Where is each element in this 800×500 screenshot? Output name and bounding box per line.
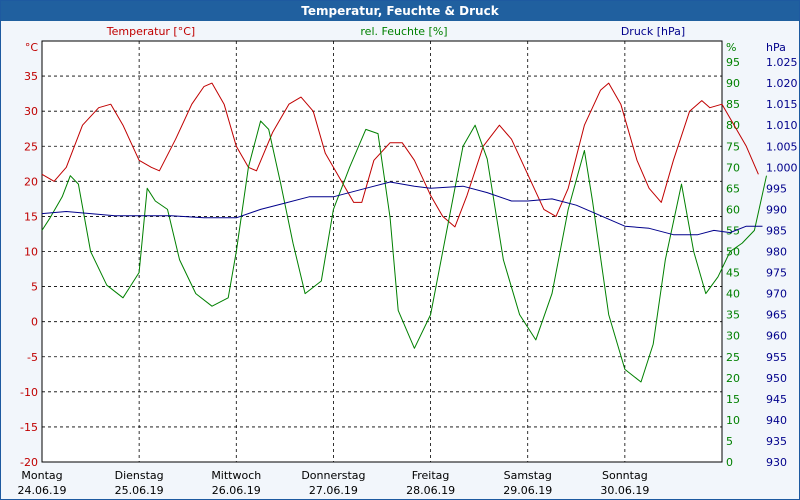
day-weekday-label: Mittwoch xyxy=(211,469,261,482)
day-weekday-label: Samstag xyxy=(504,469,552,482)
pressure-tick-label: 1.010 xyxy=(766,119,798,132)
humidity-axis-title: rel. Feuchte [%] xyxy=(360,25,447,38)
day-date-label: 27.06.19 xyxy=(309,484,358,497)
humidity-tick-label: 5 xyxy=(726,435,733,448)
pressure-tick-label: 955 xyxy=(766,351,787,364)
pressure-tick-label: 945 xyxy=(766,393,787,406)
day-date-label: 24.06.19 xyxy=(18,484,67,497)
humidity-tick-label: 70 xyxy=(726,161,740,174)
day-weekday-label: Montag xyxy=(21,469,62,482)
pressure-tick-label: 950 xyxy=(766,372,787,385)
day-date-label: 26.06.19 xyxy=(212,484,261,497)
pressure-tick-label: 985 xyxy=(766,224,787,237)
left-tick-label: -20 xyxy=(20,456,38,469)
pressure-tick-label: 970 xyxy=(766,288,787,301)
day-weekday-label: Donnerstag xyxy=(301,469,365,482)
pressure-axis-title: Druck [hPa] xyxy=(621,25,685,38)
left-tick-label: 20 xyxy=(24,175,38,188)
pressure-tick-label: 1.015 xyxy=(766,98,798,111)
pressure-tick-label: 930 xyxy=(766,456,787,469)
series-lines xyxy=(41,82,767,383)
temperature-axis-title: Temperatur [°C] xyxy=(106,25,195,38)
day-weekday-label: Sonntag xyxy=(602,469,648,482)
day-date-label: 25.06.19 xyxy=(115,484,164,497)
humidity-tick-label: 60 xyxy=(726,203,740,216)
left-tick-label: 25 xyxy=(24,140,38,153)
day-date-label: 30.06.19 xyxy=(600,484,649,497)
pressure-tick-label: 980 xyxy=(766,246,787,259)
day-weekday-label: Dienstag xyxy=(115,469,164,482)
pressure-tick-label: 990 xyxy=(766,203,787,216)
pressure-tick-label: 935 xyxy=(766,435,787,448)
left-tick-label: 0 xyxy=(31,316,38,329)
pressure-tick-label: 1.005 xyxy=(766,140,798,153)
day-date-label: 28.06.19 xyxy=(406,484,455,497)
left-tick-label: -10 xyxy=(20,386,38,399)
left-tick-label: -15 xyxy=(20,421,38,434)
humidity-tick-label: 75 xyxy=(726,140,740,153)
left-tick-label: 30 xyxy=(24,105,38,118)
humidity-tick-label: 35 xyxy=(726,309,740,322)
humidity-tick-label: 25 xyxy=(726,351,740,364)
pressure-tick-label: 995 xyxy=(766,182,787,195)
day-weekday-label: Freitag xyxy=(412,469,450,482)
pressure-tick-label: 1.000 xyxy=(766,161,798,174)
pressure-tick-label: 1.025 xyxy=(766,56,798,69)
humidity-tick-label: 50 xyxy=(726,246,740,259)
chart-canvas: -20 -15 -10 -5 0 5 10 15 20 25 30 35 0 5 10 15 20 25 30 35 4… xyxy=(18,25,798,497)
left-tick-label: 5 xyxy=(31,281,38,294)
humidity-tick-label: 45 xyxy=(726,267,740,280)
left-tick-label: 15 xyxy=(24,210,38,223)
pressure-tick-label: 965 xyxy=(766,309,787,322)
humidity-line xyxy=(41,120,767,383)
left-tick-label: 10 xyxy=(24,246,38,259)
humidity-tick-label: 30 xyxy=(726,330,740,343)
humidity-tick-label: 85 xyxy=(726,98,740,111)
humidity-tick-label: 40 xyxy=(726,288,740,301)
pressure-tick-label: 940 xyxy=(766,414,787,427)
left-tick-label: 35 xyxy=(24,70,38,83)
humidity-tick-label: 80 xyxy=(726,119,740,132)
pressure-line xyxy=(41,181,763,236)
axes: -20 -15 -10 -5 0 5 10 15 20 25 30 35 0 5 10 15 20 25 30 35 4… xyxy=(20,56,797,469)
humidity-tick-label: 95 xyxy=(726,56,740,69)
left-unit-label: °C xyxy=(25,41,39,54)
pressure-tick-label: 975 xyxy=(766,267,787,280)
humidity-unit-label: % xyxy=(726,41,736,54)
humidity-tick-label: 10 xyxy=(726,414,740,427)
humidity-tick-label: 90 xyxy=(726,77,740,90)
left-tick-label: -5 xyxy=(27,351,38,364)
humidity-tick-label: 15 xyxy=(726,393,740,406)
humidity-tick-label: 0 xyxy=(726,456,733,469)
pressure-unit-label: hPa xyxy=(766,41,786,54)
humidity-tick-label: 20 xyxy=(726,372,740,385)
day-date-label: 29.06.19 xyxy=(503,484,552,497)
axis-labels: Montag 24.06.19 Dienstag 25.06.19 Mittwoch 26… xyxy=(18,25,786,497)
temperature-line xyxy=(41,82,759,228)
window-title: Temperatur, Feuchte & Druck xyxy=(1,1,799,21)
grid xyxy=(41,40,723,463)
pressure-tick-label: 1.020 xyxy=(766,77,798,90)
humidity-tick-label: 65 xyxy=(726,182,740,195)
pressure-tick-label: 960 xyxy=(766,330,787,343)
